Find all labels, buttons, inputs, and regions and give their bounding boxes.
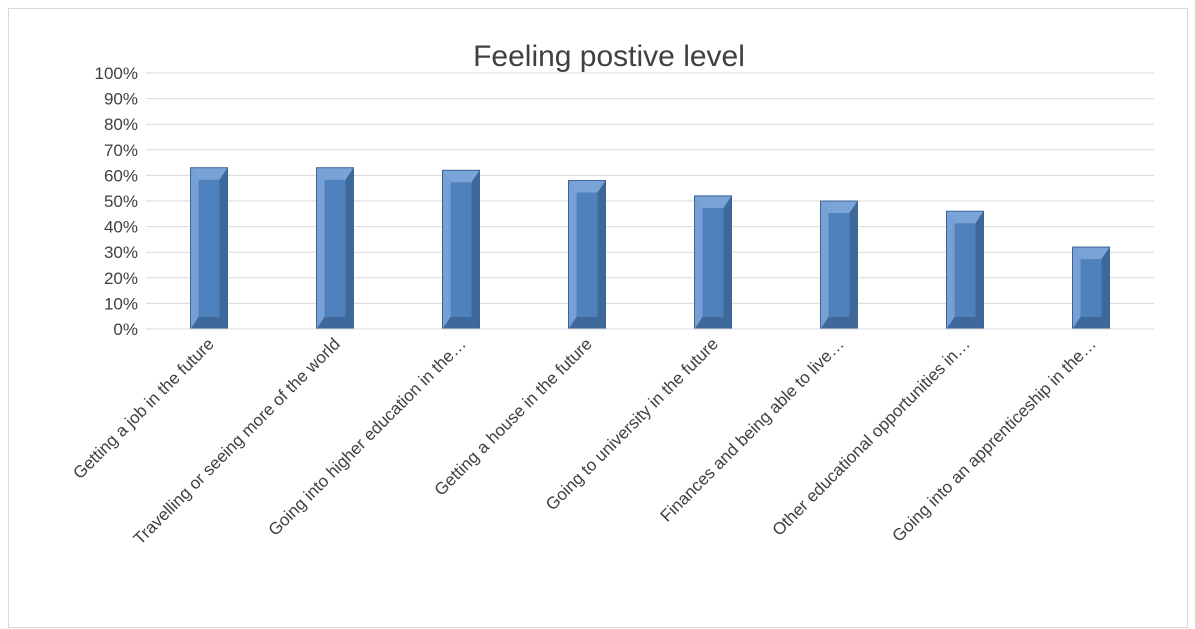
x-category-label: Going into higher education in the… (265, 334, 470, 539)
bar (316, 167, 354, 330)
bar-facet-bottom (190, 317, 228, 329)
bar-chart: Feeling postive level 0% 10% 20% 30% 40% 50% 6… (69, 40, 1154, 548)
bar (190, 167, 228, 330)
bar (694, 195, 732, 330)
bar-facet-bottom (1072, 317, 1110, 329)
bar (442, 169, 480, 330)
x-category-label: Travelling or seeing more of the world (130, 334, 344, 548)
x-category-label: Other educational opportunities in… (769, 334, 974, 539)
x-category-label: Getting a job in the future (69, 334, 217, 482)
bar-facet-left (316, 167, 325, 329)
bar-facet-bottom (694, 317, 732, 329)
bar-facet-right (1101, 247, 1110, 329)
bar-facet-top (1072, 247, 1110, 260)
y-axis-tick-labels: 0% 10% 20% 30% 40% 50% 60% 70% 80% 90% 100% (95, 64, 138, 339)
bars (190, 167, 1110, 330)
y-tick-label: 30% (104, 243, 138, 262)
bar-facet-top (190, 167, 228, 180)
bar-facet-right (471, 170, 480, 329)
bar-facet-left (694, 195, 703, 329)
bar-facet-left (820, 201, 829, 329)
y-tick-label: 80% (104, 115, 138, 134)
bar (946, 210, 984, 330)
bar-facet-left (442, 170, 451, 329)
bar-facet-bottom (820, 317, 858, 329)
bar-facet-left (568, 180, 577, 329)
bar-facet-left (1072, 247, 1081, 329)
bar-facet-bottom (442, 317, 480, 329)
bar-facet-right (975, 211, 984, 329)
bar (820, 200, 858, 330)
bar-facet-bottom (568, 317, 606, 329)
y-tick-label: 10% (104, 294, 138, 313)
bar-facet-right (219, 167, 228, 329)
y-tick-label: 40% (104, 218, 138, 237)
bar-facet-bottom (316, 317, 354, 329)
y-tick-label: 60% (104, 166, 138, 185)
y-tick-label: 70% (104, 141, 138, 160)
bar-facet-top (946, 211, 984, 224)
bar-facet-top (694, 195, 732, 208)
bar-facet-left (190, 167, 199, 329)
y-tick-label: 100% (95, 64, 138, 83)
chart-title: Feeling postive level (473, 40, 745, 73)
bar-facet-right (849, 201, 858, 329)
bar-facet-bottom (946, 317, 984, 329)
bar-facet-top (568, 180, 606, 193)
bar-facet-right (597, 180, 606, 329)
bar-facet-top (316, 167, 354, 180)
bar-facet-right (723, 195, 732, 329)
y-tick-label: 0% (113, 320, 138, 339)
bar-facet-top (820, 201, 858, 213)
chart-area: Feeling postive level 0% 10% 20% 30% 40% 50% 6… (8, 8, 1188, 628)
gridlines (146, 72, 1154, 304)
y-tick-label: 50% (104, 192, 138, 211)
bar-facet-left (946, 211, 955, 329)
bar-facet-top (442, 170, 480, 183)
bar-facet-right (345, 167, 354, 329)
bar (568, 180, 606, 330)
x-category-label: Going into an apprenticeship in the… (889, 334, 1100, 545)
bar (1072, 246, 1110, 330)
y-tick-label: 90% (104, 90, 138, 109)
y-tick-label: 20% (104, 269, 138, 288)
